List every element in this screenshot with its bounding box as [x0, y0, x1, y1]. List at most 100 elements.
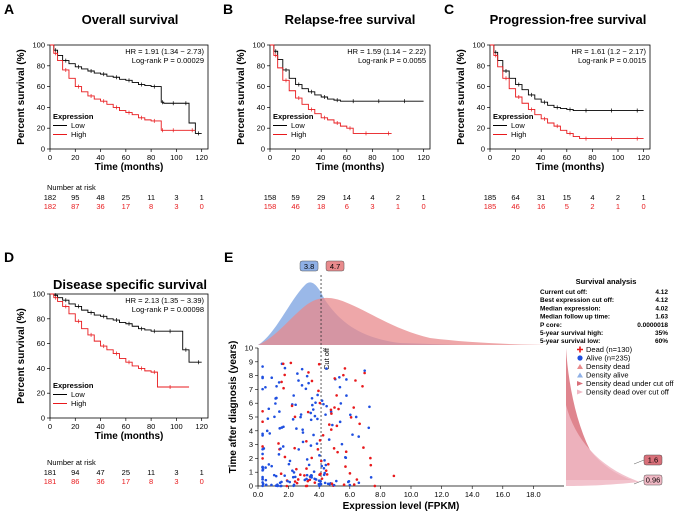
alive-point [309, 411, 313, 415]
alive-point [338, 420, 342, 424]
logrank-p: Log-rank P = 0.00029 [132, 56, 204, 65]
risk-high-value: 8 [149, 202, 153, 211]
alive-point [299, 415, 302, 419]
alive-point [335, 479, 338, 483]
alive-point [280, 426, 284, 429]
alive-point [278, 410, 281, 413]
legend-label: Density alive [586, 371, 629, 380]
alive-point [305, 473, 309, 477]
y-tick-label: 100 [472, 41, 485, 50]
dead-point [290, 404, 294, 408]
x-tick-label: 20 [71, 422, 79, 431]
legend-label-high: High [291, 130, 306, 139]
alive-point [313, 477, 316, 481]
risk-high-value: 17 [122, 477, 130, 486]
dead-point [332, 447, 336, 450]
x-tick-label: 0 [48, 153, 52, 162]
risk-high-value: 0 [200, 202, 204, 211]
risk-high-value: 0 [642, 202, 646, 211]
x-tick-label: 40 [96, 422, 104, 431]
plot-frame [49, 293, 209, 419]
alive-point [322, 466, 326, 470]
x-tick-label: 100 [170, 153, 183, 162]
risk-high-value: 3 [370, 202, 374, 211]
x-tick-label: 120 [637, 153, 650, 162]
top-marker-value: 3.8 [304, 262, 314, 271]
alive-point [349, 413, 352, 417]
risk-low-value: 1 [200, 193, 204, 202]
alive-point [261, 481, 264, 484]
right-marker-box [643, 474, 663, 486]
alive-point [296, 372, 299, 375]
alive-point [276, 484, 280, 488]
legend-label-high: High [71, 130, 86, 139]
alive-point [307, 463, 311, 467]
dead-point [344, 465, 347, 468]
dead-point [283, 373, 286, 377]
risk-low-value: 94 [71, 468, 79, 477]
alive-point [331, 423, 334, 427]
alive-point [277, 381, 281, 384]
y-tick-label: 0 [41, 414, 45, 423]
risk-high-value: 1 [396, 202, 400, 211]
risk-low-value: 3 [174, 468, 178, 477]
x-tick-label: 80 [147, 422, 155, 431]
alive-point [279, 447, 282, 450]
dead-point [283, 455, 287, 459]
risk-low-value: 48 [96, 193, 104, 202]
alive-point [345, 378, 348, 381]
y-tick-label: 60 [257, 82, 265, 91]
alive-point [369, 476, 373, 479]
plot-frame [49, 44, 209, 150]
alive-point [320, 464, 324, 468]
y-tick-label: 6 [249, 399, 253, 408]
dead-point [352, 406, 356, 409]
alive-point [344, 456, 347, 459]
dead-point [285, 484, 289, 488]
legend-marker-density-cut [577, 381, 583, 386]
y-axis-label: Percent survival (%) [16, 49, 27, 145]
dead-point [369, 463, 373, 467]
alive-point [270, 483, 273, 487]
dead-point [342, 483, 346, 486]
chart-title: Relapse-free survival [285, 12, 416, 27]
x-tick-label: 0 [268, 153, 272, 162]
risk-low-value: 11 [147, 193, 155, 202]
y-tick-label: 9 [249, 357, 253, 366]
survival-analysis-value: 0.0000018 [637, 322, 668, 329]
dead-point [293, 415, 297, 419]
risk-low-value: 4 [370, 193, 374, 202]
dead-point [303, 474, 306, 477]
alive-point [272, 473, 276, 477]
alive-point [326, 482, 330, 486]
y-tick-label: 60 [37, 339, 45, 348]
alive-point [277, 453, 281, 456]
top-marker-value: 4.7 [330, 262, 340, 271]
x-tick-label: 40 [537, 153, 545, 162]
alive-point [339, 402, 343, 405]
x-tick-label: 20 [291, 153, 299, 162]
legend-label: Density dead [586, 362, 630, 371]
dead-point [282, 386, 285, 390]
alive-point [261, 447, 264, 451]
top-marker-box [299, 260, 319, 272]
top-marker-box [325, 260, 345, 272]
risk-low-value: 158 [264, 193, 277, 202]
alive-point [293, 475, 297, 479]
y-tick-label: 40 [477, 103, 485, 112]
alive-point [308, 475, 312, 478]
risk-low-value: 15 [563, 193, 571, 202]
alive-point [292, 484, 295, 488]
dead-point [316, 448, 320, 451]
dead-point [327, 462, 330, 466]
panel-label-a: A [4, 1, 14, 17]
dead-point [310, 379, 314, 383]
alive-point [283, 366, 287, 370]
risk-high-value: 1 [616, 202, 620, 211]
km-curve-high [270, 44, 392, 134]
x-tick-label: 12.0 [434, 490, 449, 499]
right-marker-value: 1.6 [648, 456, 658, 465]
alive-point [300, 384, 304, 387]
alive-point [317, 479, 321, 483]
